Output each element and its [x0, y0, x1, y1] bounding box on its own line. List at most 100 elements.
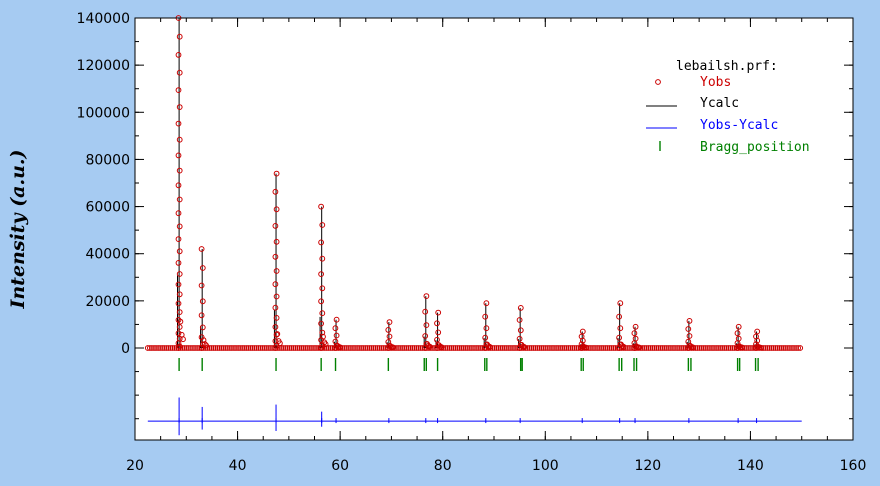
yobs-baseline-point	[409, 345, 416, 351]
yobs-baseline-point	[768, 345, 775, 351]
bragg-layer	[178, 358, 759, 371]
yobs-baseline-point	[725, 345, 732, 351]
x-tick-label: 160	[840, 458, 867, 474]
yobs-baseline-point	[171, 345, 178, 351]
yobs-point	[320, 333, 326, 340]
yobs-point	[617, 325, 624, 332]
yobs-point	[686, 333, 693, 339]
yobs-point	[273, 268, 280, 274]
yobs-baseline-point	[294, 345, 301, 351]
yobs-baseline-point	[643, 345, 650, 351]
yobs-baseline-point	[149, 345, 155, 351]
yobs-baseline-point	[368, 345, 375, 351]
yobs-baseline-point	[155, 345, 162, 351]
yobs-point	[521, 344, 527, 350]
yobs-baseline-point	[343, 345, 350, 351]
yobs-point	[203, 342, 210, 349]
yobs-baseline-point	[241, 345, 248, 351]
yobs-baseline-point	[403, 345, 410, 351]
y-tick-label: 140000	[77, 11, 130, 27]
yobs-point	[274, 331, 281, 337]
yobs-baseline-point	[778, 345, 785, 351]
yobs-baseline-point	[370, 345, 377, 351]
yobs-point	[198, 312, 205, 319]
yobs-baseline-point	[190, 345, 196, 351]
yobs-baseline-point	[446, 345, 453, 351]
yobs-baseline-point	[709, 345, 715, 351]
yobs-point	[176, 104, 183, 110]
yobs-point	[318, 239, 325, 246]
yobs-baseline-point	[448, 345, 455, 351]
yobs-baseline-point	[471, 345, 477, 351]
yobs-baseline-point	[216, 345, 223, 351]
yobs-point	[482, 313, 489, 320]
yobs-baseline-point	[540, 345, 547, 351]
yobs-point	[273, 238, 280, 245]
yobs-baseline-point	[715, 345, 721, 351]
yobs-point	[319, 285, 326, 292]
yobs-baseline-point	[397, 345, 404, 351]
yobs-point	[318, 271, 325, 278]
yobs-point	[434, 336, 440, 343]
yobs-baseline-point	[354, 345, 361, 351]
yobs-point	[176, 33, 183, 40]
yobs-baseline-point	[536, 345, 543, 351]
yobs-baseline-point	[261, 345, 268, 351]
yobs-baseline-point	[600, 345, 607, 351]
yobs-baseline-point	[497, 345, 504, 351]
yobs-baseline-point	[538, 345, 545, 351]
yobs-baseline-point	[653, 345, 660, 351]
yobs-point	[754, 328, 761, 335]
yobs-baseline-point	[797, 345, 804, 351]
yobs-baseline-point	[372, 345, 379, 351]
yobs-point	[516, 335, 523, 342]
yobs-baseline-point	[456, 345, 463, 351]
legend-marker-yobs	[655, 79, 661, 85]
yobs-baseline-point	[776, 345, 783, 351]
yobs-point	[332, 325, 339, 332]
yobs-point	[198, 246, 205, 252]
yobs-baseline-point	[475, 345, 482, 351]
yobs-baseline-point	[598, 345, 605, 351]
y-tick-label: 20000	[85, 294, 130, 310]
yobs-baseline-point	[325, 345, 332, 351]
yobs-baseline-point	[430, 345, 436, 351]
legend-title: lebailsh.prf:	[676, 59, 778, 74]
yobs-baseline-point	[454, 345, 461, 351]
yobs-point	[632, 323, 639, 330]
yobs-baseline-point	[147, 345, 153, 351]
yobs-point	[175, 260, 182, 266]
yobs-baseline-point	[473, 345, 480, 351]
yobs-point	[435, 329, 442, 336]
yobs-baseline-point	[444, 345, 451, 351]
x-tick-label: 140	[737, 458, 764, 474]
yobs-baseline-point	[774, 345, 781, 351]
yobs-point	[422, 333, 429, 339]
yobs-point	[175, 120, 182, 127]
y-tick-label: 100000	[77, 105, 130, 121]
yobs-point	[482, 334, 489, 341]
yobs-baseline-point	[567, 345, 574, 351]
yobs-point	[273, 315, 280, 321]
yobs-baseline-point	[727, 345, 734, 351]
yobs-baseline-point	[698, 345, 705, 351]
yobs-baseline-point	[450, 345, 457, 351]
yobs-point	[175, 236, 182, 243]
yobs-point	[273, 293, 280, 300]
yobs-baseline-point	[462, 345, 469, 351]
yobs-baseline-point	[224, 345, 231, 351]
yobs-baseline-point	[411, 345, 418, 351]
yobs-baseline-point	[374, 345, 381, 351]
yobs-baseline-point	[586, 345, 592, 351]
yobs-baseline-point	[282, 345, 289, 351]
yobs-baseline-point	[741, 345, 748, 351]
yobs-baseline-point	[239, 345, 246, 351]
yobs-baseline-point	[159, 345, 166, 351]
yobs-point	[319, 222, 326, 228]
yobs-point	[686, 318, 693, 324]
yobs-point	[272, 253, 279, 260]
yobs-baseline-point	[346, 345, 352, 351]
yobs-baseline-point	[569, 345, 576, 351]
yobs-baseline-point	[399, 345, 406, 351]
yobs-point	[176, 167, 183, 174]
